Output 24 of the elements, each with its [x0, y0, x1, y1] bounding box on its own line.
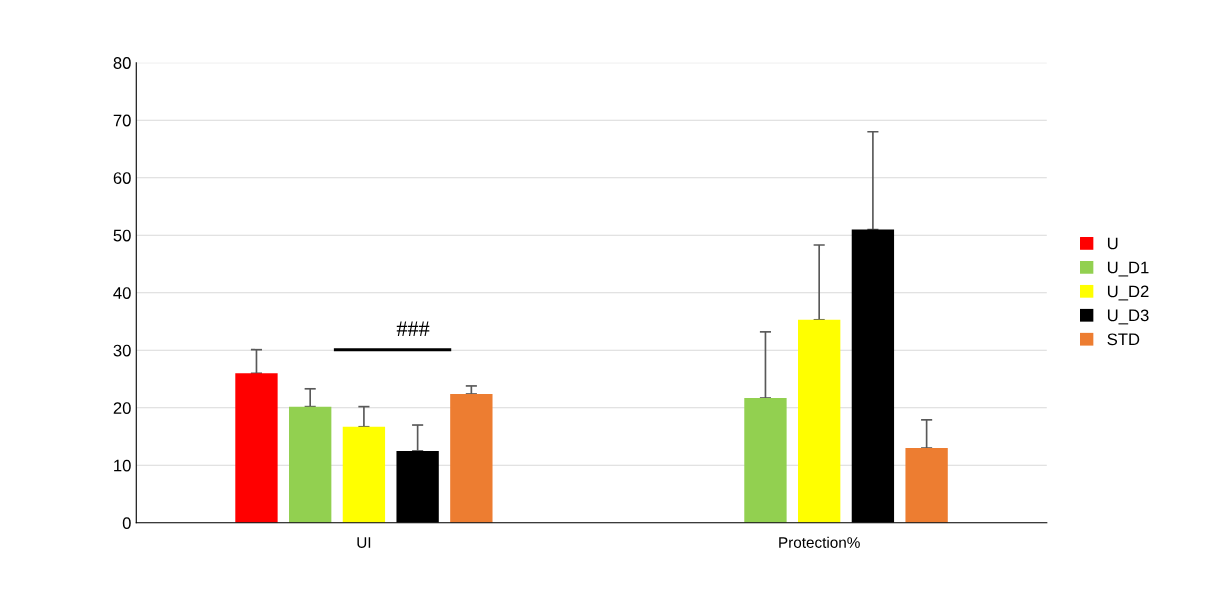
legend-label: STD	[1107, 333, 1140, 346]
bar	[744, 398, 787, 523]
y-tick-label: 60	[113, 172, 131, 184]
annotation: ###	[396, 321, 430, 336]
y-tick-label: 80	[113, 57, 131, 69]
bar	[798, 319, 841, 523]
legend-label: U_D1	[1107, 261, 1149, 277]
y-tick-label: 50	[113, 229, 131, 242]
bar	[450, 393, 493, 523]
bar	[289, 406, 332, 523]
bar	[235, 373, 278, 523]
x-tick-label: UI	[357, 537, 371, 548]
x-tick-label: Protection%	[779, 536, 860, 548]
legend-label: U	[1107, 237, 1118, 250]
bar	[342, 426, 386, 523]
legend-label: U_D2	[1107, 285, 1149, 301]
y-tick-label: 40	[113, 287, 131, 299]
y-tick-label: 0	[122, 517, 131, 529]
bar	[905, 448, 948, 523]
y-tick-label: 70	[113, 114, 131, 127]
y-tick-label: 20	[113, 402, 131, 414]
y-tick-label: 30	[113, 344, 131, 357]
y-tick-label: 10	[114, 459, 131, 472]
legend-label: U_D3	[1107, 309, 1149, 325]
